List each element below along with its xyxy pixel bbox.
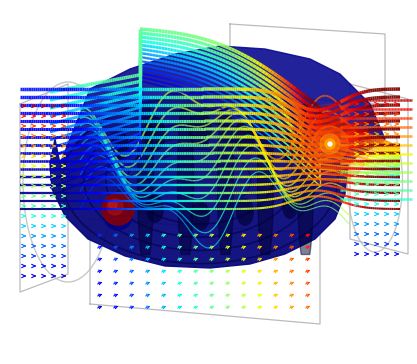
Circle shape <box>109 201 117 209</box>
Ellipse shape <box>234 119 256 153</box>
Ellipse shape <box>236 198 254 226</box>
Circle shape <box>302 116 358 172</box>
Ellipse shape <box>112 190 128 214</box>
Circle shape <box>107 199 123 215</box>
Circle shape <box>328 142 332 146</box>
Ellipse shape <box>282 193 298 219</box>
Ellipse shape <box>280 130 300 162</box>
Ellipse shape <box>190 201 210 231</box>
Circle shape <box>102 193 134 225</box>
Ellipse shape <box>146 195 164 223</box>
Circle shape <box>320 134 340 154</box>
Ellipse shape <box>111 131 129 161</box>
Circle shape <box>325 139 335 149</box>
Ellipse shape <box>188 111 212 147</box>
Polygon shape <box>60 46 385 164</box>
Circle shape <box>104 202 132 230</box>
Ellipse shape <box>144 116 166 151</box>
Circle shape <box>290 104 370 184</box>
Circle shape <box>312 126 348 162</box>
Polygon shape <box>50 92 348 268</box>
Circle shape <box>107 206 123 222</box>
